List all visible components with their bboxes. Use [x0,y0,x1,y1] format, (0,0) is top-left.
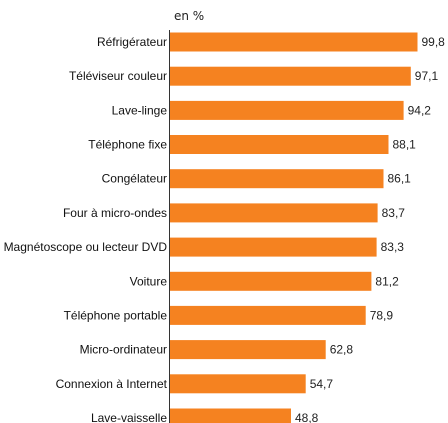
category-label: Micro-ordinateur [80,343,167,357]
category-label: Téléviseur couleur [69,69,167,83]
value-label: 78,9 [370,308,394,322]
unit-label: en % [174,9,204,23]
bar [170,169,384,189]
bar [170,32,418,52]
bar [170,100,404,120]
category-label: Congélateur [102,172,167,186]
bar [170,305,366,325]
category-label: Connexion à Internet [56,377,168,391]
category-label: Lave-linge [112,103,168,117]
value-label: 99,8 [422,35,446,49]
bar [170,340,326,360]
value-label: 86,1 [388,172,412,186]
bar [170,408,291,423]
value-label: 94,2 [408,103,432,117]
value-label: 83,3 [381,240,405,254]
category-label: Four à micro-ondes [63,206,167,220]
bar [170,271,372,291]
bar [170,66,411,86]
category-label: Téléphone portable [64,308,168,322]
value-label: 81,2 [375,274,399,288]
bar [170,374,306,394]
bar [170,135,389,154]
value-label: 62,8 [330,343,354,357]
category-label: Magnétoscope ou lecteur DVD [4,240,168,254]
category-label: Téléphone fixe [88,138,167,152]
value-label: 48,8 [295,411,319,423]
category-label: Réfrigérateur [97,35,167,49]
bar [170,237,377,257]
value-label: 83,7 [382,206,406,220]
value-label: 54,7 [310,377,334,391]
value-label: 88,1 [393,138,417,152]
bars-group: Réfrigérateur 99,8 Téléviseur couleur 97,1 L… [4,32,446,423]
value-label: 97,1 [415,69,439,83]
bar [170,203,378,223]
category-label: Voiture [130,274,168,288]
category-label: Lave-vaisselle [91,411,167,423]
